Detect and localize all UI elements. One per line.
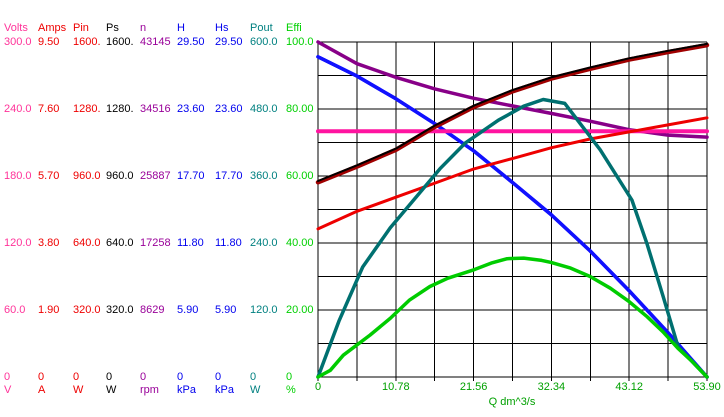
- column-unit: W: [250, 384, 261, 396]
- column-value: 80.00: [286, 103, 314, 115]
- column-value: 34516: [140, 103, 171, 115]
- column-hs: Hs 29.50 23.60 17.70 11.80 5.90 0 kPa: [215, 0, 255, 417]
- column-value: 240.0: [250, 237, 278, 249]
- column-value: 3.80: [38, 237, 60, 249]
- column-unit: W: [73, 384, 84, 396]
- column-value: 11.80: [177, 237, 204, 249]
- column-value: 960.0: [73, 170, 101, 182]
- column-n: n 43145 34516 25887 17258 8629 0 rpm: [140, 0, 180, 417]
- column-value: 0: [250, 371, 257, 383]
- column-value: 8629: [140, 304, 165, 316]
- column-value: 29.50: [215, 36, 243, 48]
- column-value: 17.70: [177, 170, 205, 182]
- column-value: 320.0: [106, 304, 134, 316]
- x-axis-tick-label: 0: [314, 381, 322, 393]
- column-value: 40.00: [286, 237, 314, 249]
- column-value: 320.0: [73, 304, 101, 316]
- column-value: 1280.: [106, 103, 134, 115]
- column-value: 640.0: [106, 237, 134, 249]
- column-value: 0: [215, 371, 222, 383]
- column-h: H 29.50 23.60 17.70 11.80 5.90 0 kPa: [177, 0, 217, 417]
- column-value: 360.0: [250, 170, 278, 182]
- column-value: 11.80: [215, 237, 242, 249]
- column-value: 100.0: [286, 36, 314, 48]
- column-value: 17258: [140, 237, 171, 249]
- column-header: Effi: [286, 22, 302, 34]
- x-axis-title: Q dm^3/s: [488, 396, 536, 408]
- column-value: 120.0: [4, 237, 32, 249]
- x-axis-tick-label: 32.34: [537, 381, 566, 393]
- column-ps: Ps 1600. 1280. 960.0 640.0 320.0 0 W: [106, 0, 146, 417]
- column-unit: kPa: [215, 384, 234, 396]
- column-pout: Pout 600.0 480.0 360.0 240.0 120.0 0 W: [250, 0, 290, 417]
- column-value: 0: [4, 371, 11, 383]
- column-value: 1280.: [73, 103, 101, 115]
- column-unit: rpm: [140, 384, 159, 396]
- x-axis-tick-label: 21.56: [459, 381, 488, 393]
- column-pin: Pin 1600. 1280. 960.0 640.0 320.0 0 W: [73, 0, 113, 417]
- column-value: 0: [73, 371, 80, 383]
- column-value: 0: [177, 371, 184, 383]
- x-axis-tick-label: 43.12: [615, 381, 643, 393]
- column-value: 960.0: [106, 170, 134, 182]
- column-header: Amps: [38, 22, 67, 34]
- column-value: 600.0: [250, 36, 278, 48]
- column-value: 180.0: [4, 170, 32, 182]
- column-value: 640.0: [73, 237, 101, 249]
- curve-amps: [316, 116, 709, 231]
- column-effi: Effi 100.0 80.00 60.00 40.00 20.00 0%: [286, 0, 326, 417]
- column-value: 1.90: [38, 304, 60, 316]
- column-header: Volts: [4, 22, 28, 34]
- column-header: H: [177, 22, 185, 34]
- column-value: 120.0: [250, 304, 278, 316]
- column-unit: W: [106, 384, 117, 396]
- column-value: 240.0: [4, 103, 32, 115]
- column-value: 0: [38, 371, 45, 383]
- curve-pin: [315, 42, 710, 185]
- column-value: 480.0: [250, 103, 278, 115]
- column-value: 0: [106, 371, 113, 383]
- column-unit: %: [286, 384, 296, 396]
- column-value: 0: [140, 371, 147, 383]
- curves: [315, 40, 710, 379]
- column-header: Hs: [215, 22, 229, 34]
- column-value: 5.70: [38, 170, 60, 182]
- column-volts: Volts 300.0 240.0 180.0 120.0 60.0 0 V: [4, 0, 44, 417]
- column-header: Pout: [250, 22, 273, 34]
- curve-ps: [317, 42, 708, 182]
- column-value: 9.50: [38, 36, 60, 48]
- column-header: Pin: [73, 22, 89, 34]
- column-value: 43145: [140, 36, 171, 48]
- column-header: n: [140, 22, 147, 34]
- column-value: 23.60: [215, 103, 243, 115]
- column-value: 7.60: [38, 103, 60, 115]
- column-unit: A: [38, 384, 46, 396]
- column-value: 1600.: [73, 36, 101, 48]
- column-value: 23.60: [177, 103, 205, 115]
- column-amps: Amps 9.50 7.60 5.70 3.80 1.90 0 A: [38, 0, 78, 417]
- column-value: 20.00: [286, 304, 314, 316]
- column-value: 17.70: [215, 170, 243, 182]
- curve-effi: [316, 256, 709, 379]
- column-value: 0: [286, 371, 293, 383]
- column-unit: V: [4, 384, 12, 396]
- column-value: 300.0: [4, 36, 32, 48]
- column-value: 60.00: [286, 170, 314, 182]
- column-value: 1600.: [106, 36, 134, 48]
- column-value: 5.90: [215, 304, 237, 316]
- curve-hs: [316, 55, 709, 379]
- column-value: 60.0: [4, 304, 26, 316]
- column-unit: kPa: [177, 384, 196, 396]
- x-axis-tick-label: 53.90: [693, 381, 721, 393]
- column-value: 5.90: [177, 304, 199, 316]
- curve-pout: [316, 97, 709, 379]
- column-value: 25887: [140, 170, 171, 182]
- column-value: 29.50: [177, 36, 205, 48]
- x-axis-tick-label: 10.78: [382, 381, 410, 393]
- column-header: Ps: [106, 22, 119, 34]
- grid: [317, 41, 708, 381]
